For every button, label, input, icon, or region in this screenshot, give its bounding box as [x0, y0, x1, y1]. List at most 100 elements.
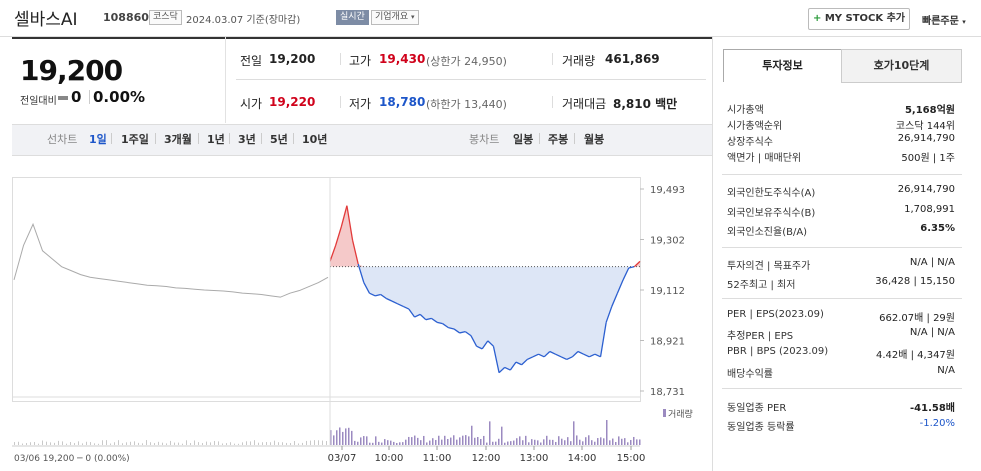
today-price-line	[594, 353, 601, 358]
volume-bar	[282, 442, 283, 445]
tab-10y[interactable]: 10년	[302, 133, 328, 146]
realtime-button[interactable]: 실시간	[336, 10, 369, 25]
divider	[722, 247, 962, 248]
y-tick-label: 18,731	[650, 387, 685, 398]
volume-bar	[34, 441, 35, 445]
today-price-line	[335, 226, 342, 246]
volume-bar	[606, 420, 608, 445]
today-price-line	[549, 350, 556, 355]
volume-bar	[612, 438, 614, 445]
today-price-line	[583, 353, 590, 358]
x-tick-label: 03/07	[328, 453, 357, 464]
tab-1y[interactable]: 1년	[207, 133, 225, 146]
tab-3m[interactable]: 3개월	[164, 133, 192, 146]
today-price-line	[633, 260, 641, 268]
volume-bar	[110, 443, 111, 445]
volume-bar	[114, 442, 115, 445]
tab-1d[interactable]: 1일	[89, 133, 107, 146]
today-price-line	[419, 313, 427, 321]
today-price-line	[402, 305, 410, 310]
volume-bar	[594, 441, 596, 445]
add-mystock-button[interactable]: + MY STOCK 추가	[808, 8, 910, 30]
tab-5y[interactable]: 5년	[270, 133, 288, 146]
volume-bar	[444, 435, 446, 445]
volume-bar	[408, 436, 410, 445]
volume-bar	[381, 442, 383, 445]
volume-bar	[630, 439, 632, 445]
volume-bar	[420, 440, 422, 445]
tab-daily-candle[interactable]: 일봉	[513, 133, 534, 146]
today-price-line	[436, 321, 443, 325]
company-info-dropdown[interactable]: 기업개요 ▾	[371, 10, 419, 25]
volume-bar	[474, 437, 476, 445]
today-price-line	[357, 263, 365, 283]
today-price-line	[588, 353, 596, 358]
tab-invest-info[interactable]: 투자정보	[723, 49, 842, 82]
x-tick-label: 10:00	[375, 453, 404, 464]
info-label: 동일업종 등락률	[727, 422, 795, 433]
tab-3y[interactable]: 3년	[238, 133, 256, 146]
volume-bar	[14, 442, 15, 445]
volume-bar	[600, 437, 602, 445]
volume-bar	[214, 440, 215, 445]
volume-bar	[585, 437, 587, 445]
volume-bar	[210, 442, 211, 445]
today-price-line	[453, 328, 461, 334]
volume-bar	[516, 438, 518, 445]
volume-bar	[471, 425, 473, 445]
volume-bar	[393, 441, 395, 445]
info-value: 26,914,790	[897, 133, 955, 144]
volume-bar	[286, 442, 287, 445]
volume-bar	[432, 438, 434, 445]
volume-bar	[62, 441, 63, 445]
volume-bar	[465, 435, 467, 445]
company-info-label: 기업개요	[375, 12, 409, 22]
volume-bar	[150, 442, 151, 445]
volume-bar	[366, 436, 368, 445]
volume-bar	[357, 441, 359, 445]
open-label: 시가	[240, 97, 263, 111]
tab-1w[interactable]: 1주일	[121, 133, 149, 146]
y-tick-label: 19,302	[650, 236, 685, 247]
volume-bar	[399, 442, 401, 445]
volume-bar	[162, 442, 163, 445]
divider	[155, 133, 156, 144]
tab-order-book[interactable]: 호가10단계	[841, 49, 962, 83]
info-label: 상장주식수	[727, 137, 773, 148]
volume-bar	[522, 440, 524, 445]
volume-bar	[310, 440, 311, 445]
volume-bar	[390, 440, 392, 445]
today-price-line	[577, 350, 584, 355]
today-price-line	[431, 317, 438, 323]
today-price-line	[481, 340, 489, 350]
volume-bar	[375, 436, 377, 445]
volume-bar	[158, 441, 159, 445]
volume-bar	[326, 441, 327, 445]
volume-bar	[336, 430, 338, 445]
volume-bar	[74, 443, 75, 445]
today-price-line	[628, 266, 635, 269]
today-price-line	[363, 282, 371, 294]
tab-weekly-candle[interactable]: 주봉	[548, 133, 569, 146]
volume-bar	[513, 440, 515, 445]
volume-bar	[570, 441, 572, 445]
volume-bar	[230, 442, 231, 445]
volume-bar	[78, 441, 79, 445]
divider	[722, 388, 962, 389]
price-chart[interactable]: 19,493 19,302 19,112 18,921 18,731 거래량 03/07 10…	[12, 155, 712, 471]
divider	[539, 133, 540, 144]
volume-bar	[30, 442, 31, 445]
volume-bar	[222, 443, 223, 445]
volume-bar	[519, 436, 521, 445]
volume-bar	[226, 443, 227, 445]
today-price-line	[380, 293, 387, 300]
tab-monthly-candle[interactable]: 월봉	[584, 133, 605, 146]
volume-bar	[290, 443, 291, 445]
volume-bar	[218, 441, 219, 445]
quick-order-button[interactable]: 빠른주문 ▾	[922, 12, 966, 27]
volume-bar	[178, 442, 179, 445]
today-price-line	[369, 292, 376, 297]
volume-bar	[360, 437, 362, 445]
volume-bar	[597, 438, 599, 445]
volume-bar	[615, 442, 617, 445]
